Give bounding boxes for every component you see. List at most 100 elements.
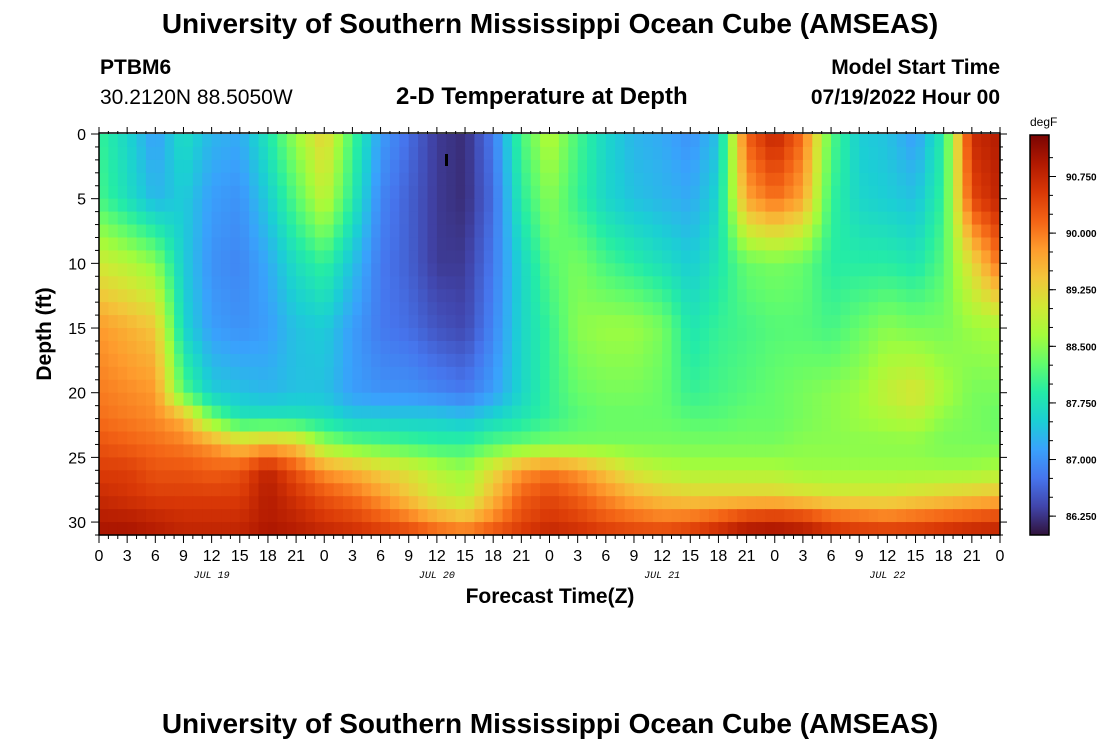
heatmap-cell: [183, 289, 194, 303]
heatmap-cell: [765, 418, 776, 433]
heatmap-cell: [624, 483, 635, 497]
heatmap-cell: [258, 457, 269, 471]
heatmap-cell: [746, 172, 757, 187]
heatmap-cell: [887, 224, 898, 239]
heatmap-cell: [859, 134, 870, 148]
heatmap-cell: [221, 263, 231, 277]
heatmap-cell: [352, 134, 363, 148]
heatmap-cell: [221, 470, 231, 484]
heatmap-cell: [812, 263, 823, 277]
heatmap-cell: [887, 509, 898, 523]
heatmap-cell: [418, 172, 429, 187]
heatmap-cell: [221, 366, 231, 381]
heatmap-cell: [990, 198, 1001, 213]
heatmap-cell: [624, 172, 635, 187]
heatmap-cell: [558, 276, 569, 290]
heatmap-cell: [117, 522, 128, 536]
heatmap-cell: [746, 509, 757, 523]
heatmap-cell: [352, 185, 363, 200]
heatmap-cell: [643, 483, 654, 497]
heatmap-cell: [680, 302, 691, 316]
heatmap-cell: [380, 198, 391, 213]
heatmap-cell: [343, 211, 354, 226]
heatmap-cell: [474, 185, 485, 200]
heatmap-cell: [249, 185, 260, 200]
heatmap-cell: [915, 483, 926, 497]
heatmap-cell: [239, 250, 250, 264]
heatmap-cell: [934, 457, 945, 471]
heatmap-cell: [399, 509, 410, 523]
heatmap-cell: [108, 302, 119, 316]
heatmap-cell: [849, 289, 860, 303]
heatmap-cell: [643, 302, 654, 316]
heatmap-cell: [455, 418, 466, 433]
heatmap-cell: [324, 353, 335, 368]
heatmap-cell: [690, 198, 701, 213]
heatmap-cell: [737, 250, 748, 264]
heatmap-cell: [887, 353, 898, 368]
heatmap-cell: [577, 315, 588, 329]
heatmap-cell: [286, 237, 297, 252]
heatmap-cell: [727, 172, 738, 187]
heatmap-cell: [633, 431, 644, 446]
heatmap-cell: [887, 483, 898, 497]
heatmap-cell: [746, 315, 757, 329]
heatmap-cell: [502, 509, 513, 523]
heatmap-cell: [446, 185, 457, 200]
heatmap-cell: [587, 263, 598, 277]
heatmap-cell: [821, 237, 832, 252]
colorbar-tick-label: 90.750: [1066, 173, 1097, 184]
heatmap-cell: [183, 276, 194, 290]
heatmap-cell: [774, 522, 785, 536]
heatmap-cell: [605, 496, 616, 510]
heatmap-cell: [887, 159, 898, 174]
heatmap-cell: [455, 470, 466, 484]
heatmap-cell: [258, 340, 269, 355]
heatmap-cell: [352, 509, 363, 523]
heatmap-cell: [427, 522, 438, 536]
heatmap-cell: [99, 457, 109, 471]
heatmap-cell: [286, 379, 297, 394]
heatmap-cell: [633, 237, 644, 252]
heatmap-cell: [277, 224, 288, 239]
heatmap-cell: [831, 379, 842, 394]
heatmap-cell: [436, 289, 447, 303]
heatmap-cell: [671, 366, 682, 381]
heatmap-cell: [446, 405, 457, 420]
heatmap-cell: [211, 392, 222, 407]
heatmap-cell: [924, 224, 935, 239]
heatmap-cell: [155, 134, 166, 148]
heatmap-cell: [446, 224, 457, 239]
heatmap-cell: [943, 522, 954, 536]
heatmap-cell: [615, 289, 626, 303]
heatmap-cell: [483, 237, 494, 252]
heatmap-cell: [258, 353, 269, 368]
heatmap-cell: [549, 483, 560, 497]
heatmap-cell: [587, 146, 598, 161]
heatmap-cell: [896, 353, 907, 368]
heatmap-cell: [127, 522, 138, 536]
heatmap-cell: [774, 302, 785, 316]
heatmap-cell: [530, 263, 541, 277]
heatmap-cell: [249, 250, 260, 264]
heatmap-cell: [183, 315, 194, 329]
heatmap-cell: [943, 315, 954, 329]
heatmap-cell: [671, 509, 682, 523]
heatmap-cell: [239, 237, 250, 252]
heatmap-cell: [389, 496, 400, 510]
heatmap-cell: [511, 509, 522, 523]
heatmap-cell: [502, 289, 513, 303]
heatmap-cell: [314, 289, 325, 303]
heatmap-cell: [624, 263, 635, 277]
heatmap-cell: [671, 250, 682, 264]
heatmap-cell: [371, 250, 382, 264]
heatmap-cell: [277, 211, 288, 226]
heatmap-cell: [446, 328, 457, 342]
heatmap-cell: [887, 496, 898, 510]
heatmap-cell: [746, 522, 757, 536]
heatmap-cell: [296, 302, 307, 316]
heatmap-cell: [605, 276, 616, 290]
heatmap-cell: [380, 379, 391, 394]
heatmap-cell: [690, 431, 701, 446]
heatmap-cell: [981, 328, 992, 342]
